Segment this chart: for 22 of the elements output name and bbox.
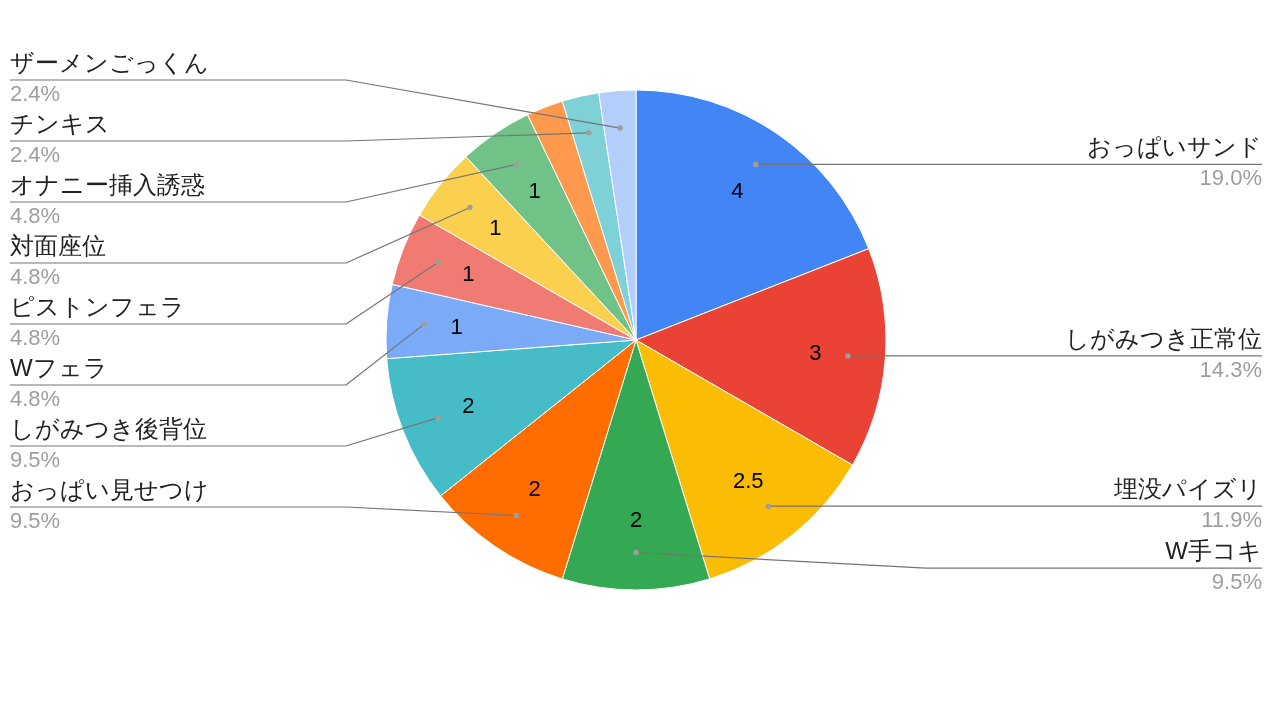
category-label: W手コキ 9.5% — [1165, 537, 1262, 595]
data-label: 1 — [450, 313, 463, 339]
category-label: ザーメンごっくん 2.4% — [10, 49, 209, 106]
category-label: おっぱい見せつけ 9.5% — [10, 476, 209, 533]
data-label: 4 — [731, 178, 744, 204]
category-label: ピストンフェラ 4.8% — [10, 293, 185, 350]
category-label: チンキス 2.4% — [10, 110, 110, 167]
data-label: 1 — [489, 214, 502, 240]
category-label: Wフェラ 4.8% — [10, 354, 108, 411]
data-label: 1 — [528, 178, 541, 204]
data-label: 1 — [462, 261, 475, 287]
data-label: 2 — [528, 475, 541, 501]
data-label: 2 — [462, 392, 475, 418]
category-label: 埋没パイズリ 11.9% — [1114, 475, 1262, 533]
category-label: オナニー挿入誘惑 4.8% — [10, 171, 205, 228]
category-label: しがみつき正常位 14.3% — [1065, 324, 1262, 382]
data-label: 2 — [629, 507, 643, 532]
data-label: 3 — [809, 340, 822, 366]
category-label: 対面座位 4.8% — [10, 232, 106, 289]
category-label: おっぱいサンド 19.0% — [1087, 133, 1262, 191]
category-label: しがみつき後背位 9.5% — [10, 415, 207, 472]
data-label: 2.5 — [732, 467, 764, 493]
